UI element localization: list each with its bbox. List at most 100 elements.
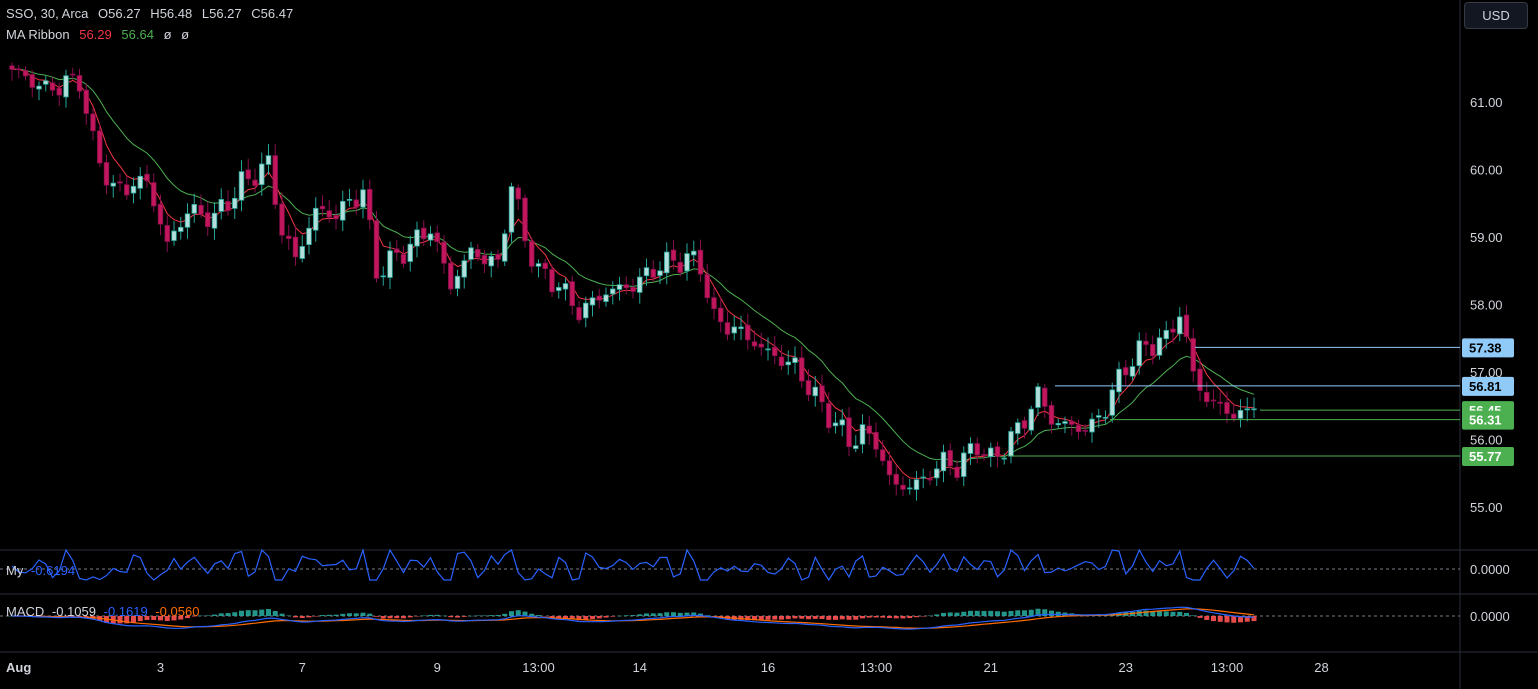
macd-histogram-bar	[299, 616, 305, 618]
macd-histogram-bar	[70, 616, 76, 617]
macd-histogram-bar	[502, 613, 508, 616]
macd-histogram-bar	[522, 611, 528, 616]
macd-histogram-bar	[515, 610, 521, 616]
candle-body	[1156, 337, 1163, 356]
y-tick-label: 61.00	[1470, 95, 1503, 110]
macd-histogram-bar	[171, 616, 177, 621]
macd-histogram-bar	[461, 616, 467, 617]
candle-body	[900, 484, 906, 490]
candle-body	[994, 446, 1001, 457]
macd-histogram-bar	[1251, 616, 1257, 622]
candle-body	[292, 236, 299, 258]
candle	[36, 81, 42, 101]
candle	[758, 332, 764, 356]
macd-histogram-bar	[1244, 616, 1250, 622]
signal-value: -0.1619	[103, 604, 148, 619]
candle	[812, 375, 818, 407]
macd-histogram-bar	[799, 616, 805, 619]
candle	[495, 249, 501, 268]
candle	[961, 446, 967, 486]
macd-histogram-bar	[691, 612, 697, 616]
candle	[643, 258, 650, 286]
x-tick-label: 9	[434, 660, 441, 675]
symbol-label[interactable]: SSO, 30, Arca	[6, 6, 89, 21]
macd-histogram-bar	[259, 609, 265, 616]
candle	[1244, 397, 1250, 422]
candle-body	[1042, 387, 1048, 407]
candle-body	[832, 422, 839, 427]
candle-body	[576, 307, 582, 321]
ohlc-high: H56.48	[150, 6, 193, 21]
macd-histogram-bar	[1022, 610, 1027, 616]
my-indicator-legend[interactable]: My -0.6194	[6, 563, 79, 578]
macd-histogram-bar	[772, 616, 778, 620]
candle-body	[333, 215, 339, 220]
candle-body	[954, 466, 960, 478]
macd-histogram-bar	[590, 616, 595, 619]
ma-fast-value: 56.29	[79, 27, 112, 42]
candle	[319, 195, 326, 217]
macd-histogram-bar	[151, 616, 157, 620]
candle	[1102, 410, 1109, 424]
price-label-text: 56.31	[1469, 413, 1502, 428]
macd-histogram-bar	[421, 615, 427, 617]
candle-body	[846, 417, 852, 448]
candle	[43, 75, 49, 92]
candle-body	[70, 73, 76, 76]
candle	[299, 235, 305, 263]
macd-histogram-bar	[475, 615, 481, 616]
candle	[427, 226, 434, 247]
candle-body	[724, 322, 731, 335]
candle-body	[407, 243, 413, 262]
candle-body	[549, 269, 555, 293]
candle-body	[1035, 386, 1041, 408]
candle	[1129, 358, 1136, 381]
candle-body	[880, 449, 886, 462]
macd-histogram-bar	[630, 615, 636, 616]
candle-body	[907, 487, 913, 490]
macd-histogram-bar	[333, 614, 339, 616]
candle-body	[670, 249, 677, 261]
candle	[967, 437, 974, 465]
y-tick-label: 56.00	[1470, 433, 1503, 448]
candle-body	[252, 179, 258, 186]
candle-body	[441, 241, 447, 264]
price-label-bg	[1462, 338, 1514, 358]
candle	[569, 275, 575, 315]
candle	[589, 291, 596, 317]
macd-legend[interactable]: MACD -0.1059 -0.1619 -0.0560	[6, 604, 203, 619]
candle-body	[76, 75, 83, 92]
macd-histogram-bar	[131, 616, 136, 623]
macd-histogram-bar	[866, 616, 872, 618]
ma-ribbon-legend[interactable]: MA Ribbon 56.29 56.64 ø ø	[6, 27, 195, 42]
macd-histogram-bar	[320, 615, 325, 616]
macd-histogram-bar	[272, 610, 278, 616]
currency-button[interactable]: USD	[1464, 2, 1528, 29]
candle	[515, 184, 521, 211]
candle	[292, 225, 299, 266]
candle-body	[29, 74, 35, 88]
macd-histogram-bar	[1224, 616, 1230, 623]
candle-body	[913, 479, 920, 490]
candle	[664, 242, 670, 285]
candle	[772, 335, 778, 365]
macd-histogram-bar	[920, 616, 926, 617]
candle	[738, 315, 744, 340]
candle	[70, 67, 76, 80]
macd-histogram-bar	[1211, 616, 1216, 622]
candle-body	[819, 385, 825, 403]
macd-histogram-bar	[968, 610, 973, 616]
macd-histogram-bar	[745, 616, 751, 621]
candle	[718, 297, 724, 333]
macd-histogram-bar	[765, 616, 771, 620]
candle-body	[630, 287, 636, 292]
macd-histogram-bar	[1049, 610, 1054, 616]
candle	[691, 240, 697, 267]
macd-histogram-bar	[1035, 608, 1041, 616]
candle-body	[1170, 328, 1176, 333]
macd-histogram-bar	[812, 616, 818, 619]
macd-line	[12, 606, 1255, 630]
macd-histogram-bar	[610, 616, 616, 617]
axis-layer: 61.00 60.00 59.00 58.00 57.00 56.00 55.00	[1470, 95, 1503, 515]
